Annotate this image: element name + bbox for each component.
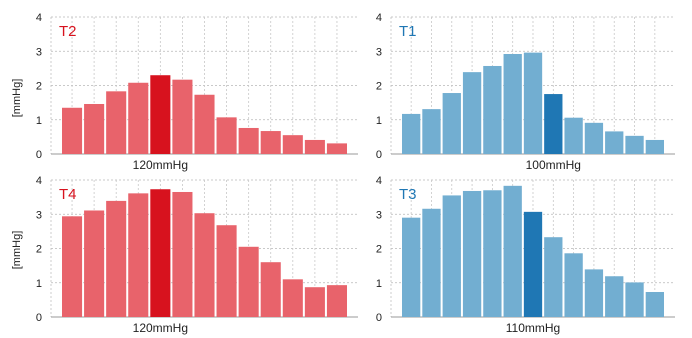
bar bbox=[503, 53, 522, 154]
y-tick-label: 4 bbox=[376, 12, 382, 24]
panel-top-right: 0 1 2 3 4 T1 100mmHg bbox=[376, 12, 675, 172]
y-tick-label: 2 bbox=[376, 81, 382, 93]
bar bbox=[304, 287, 325, 317]
y-tick-label: 1 bbox=[36, 115, 42, 127]
bar bbox=[422, 208, 441, 317]
y-tick-label: 4 bbox=[376, 175, 382, 187]
bar bbox=[238, 127, 259, 154]
y-tick-label: 1 bbox=[36, 278, 42, 290]
bar bbox=[422, 109, 441, 154]
bar bbox=[282, 279, 303, 317]
y-axis-label-bottom: [mmHg] bbox=[11, 231, 23, 270]
y-tick-label: 3 bbox=[376, 46, 382, 58]
y-tick-label: 3 bbox=[36, 46, 42, 58]
y-tick-label: 4 bbox=[36, 12, 42, 24]
panel-top-left: 0 1 2 3 4 T2 120mmHg bbox=[36, 12, 358, 172]
bar bbox=[260, 262, 281, 317]
y-axis-label-top: [mmHg] bbox=[11, 79, 23, 118]
panel-title: T4 bbox=[59, 186, 77, 203]
panel-title: T3 bbox=[399, 186, 417, 203]
bar-highlight bbox=[150, 75, 171, 154]
bar bbox=[216, 225, 237, 317]
bar bbox=[605, 131, 624, 154]
bar bbox=[462, 72, 482, 154]
bar bbox=[62, 107, 83, 154]
y-tick-label: 0 bbox=[36, 312, 42, 324]
bar bbox=[625, 135, 644, 154]
y-tick-label: 2 bbox=[36, 244, 42, 256]
bar bbox=[194, 213, 215, 317]
bar bbox=[442, 93, 461, 154]
bar bbox=[584, 269, 604, 317]
bar bbox=[503, 185, 522, 317]
bar bbox=[584, 122, 604, 154]
bar bbox=[483, 65, 502, 154]
bar bbox=[194, 94, 215, 154]
panel-title: T1 bbox=[399, 23, 417, 40]
x-axis-label: 110mmHg bbox=[506, 321, 560, 335]
bar bbox=[605, 276, 624, 317]
bar bbox=[645, 291, 664, 317]
bar-highlight bbox=[150, 189, 171, 317]
y-tick-label: 4 bbox=[36, 175, 42, 187]
y-tick-label: 2 bbox=[376, 244, 382, 256]
bar bbox=[128, 193, 149, 317]
bar bbox=[216, 117, 237, 154]
bar bbox=[442, 195, 461, 317]
x-axis-label: 120mmHg bbox=[133, 321, 188, 335]
bar bbox=[564, 253, 583, 317]
panel-title: T2 bbox=[59, 23, 77, 40]
bar bbox=[106, 91, 127, 154]
bar-highlight bbox=[523, 211, 543, 317]
bar bbox=[260, 131, 281, 154]
bar bbox=[544, 237, 563, 317]
bar bbox=[402, 217, 421, 317]
bar bbox=[282, 135, 303, 154]
bar bbox=[402, 113, 421, 154]
x-axis-label: 100mmHg bbox=[526, 158, 581, 172]
bar bbox=[304, 139, 325, 154]
bar bbox=[62, 216, 83, 317]
bar bbox=[128, 82, 149, 154]
y-tick-label: 3 bbox=[376, 209, 382, 221]
bar bbox=[645, 139, 664, 154]
y-tick-label: 1 bbox=[376, 278, 382, 290]
bar bbox=[172, 79, 193, 154]
bar bbox=[462, 190, 482, 317]
y-tick-label: 3 bbox=[36, 209, 42, 221]
panel-bottom-right: 0 1 2 3 4 T3 110mmHg bbox=[376, 175, 675, 335]
bar bbox=[625, 282, 644, 317]
y-tick-label: 2 bbox=[36, 81, 42, 93]
bar bbox=[564, 117, 583, 154]
bar bbox=[84, 103, 105, 154]
bar bbox=[106, 200, 127, 317]
x-axis-label: 120mmHg bbox=[133, 158, 188, 172]
y-tick-label: 1 bbox=[376, 115, 382, 127]
bar bbox=[523, 52, 543, 155]
bar bbox=[326, 285, 347, 317]
bar bbox=[483, 190, 502, 317]
bar bbox=[172, 191, 193, 317]
y-tick-label: 0 bbox=[376, 149, 382, 161]
bar bbox=[238, 246, 259, 317]
bar bbox=[326, 143, 347, 154]
y-tick-label: 0 bbox=[36, 149, 42, 161]
bar-highlight bbox=[544, 94, 563, 154]
panel-bottom-left: 0 1 2 3 4 T4 120mmHg bbox=[36, 175, 358, 335]
y-tick-label: 0 bbox=[376, 312, 382, 324]
bar bbox=[84, 210, 105, 317]
